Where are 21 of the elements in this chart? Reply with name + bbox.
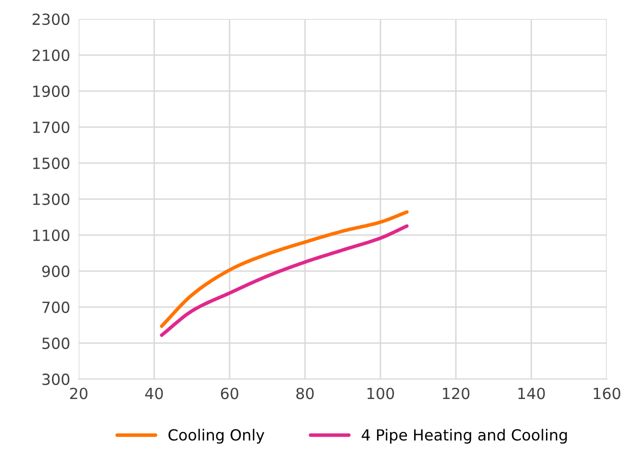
legend-label: Cooling Only	[168, 428, 264, 444]
x-tick-label: 40	[145, 388, 163, 400]
y-tick-label: 300	[42, 374, 70, 386]
y-tick-label: 1900	[33, 86, 70, 98]
x-tick-label: 160	[594, 388, 620, 400]
x-tick-label: 60	[220, 388, 238, 400]
x-tick-label: 120	[442, 388, 470, 400]
y-tick-label: 2300	[32, 13, 70, 26]
y-tick-label: 2100	[32, 49, 70, 62]
y-tick-label: 1100	[33, 230, 70, 242]
x-tick-label: 20	[70, 388, 88, 400]
x-tick-label: 100	[368, 388, 394, 400]
y-tick-label: 700	[42, 302, 70, 314]
x-tick-label: 80	[296, 388, 314, 400]
y-tick-label: 1300	[33, 194, 70, 206]
y-tick-label: 500	[42, 338, 70, 350]
y-tick-label: 900	[42, 266, 70, 278]
x-tick-label: 140	[518, 388, 545, 400]
legend-label: 4 Pipe Heating and Cooling	[362, 428, 567, 444]
y-tick-label: 1500	[33, 158, 70, 170]
y-tick-label: 1700	[33, 122, 70, 134]
